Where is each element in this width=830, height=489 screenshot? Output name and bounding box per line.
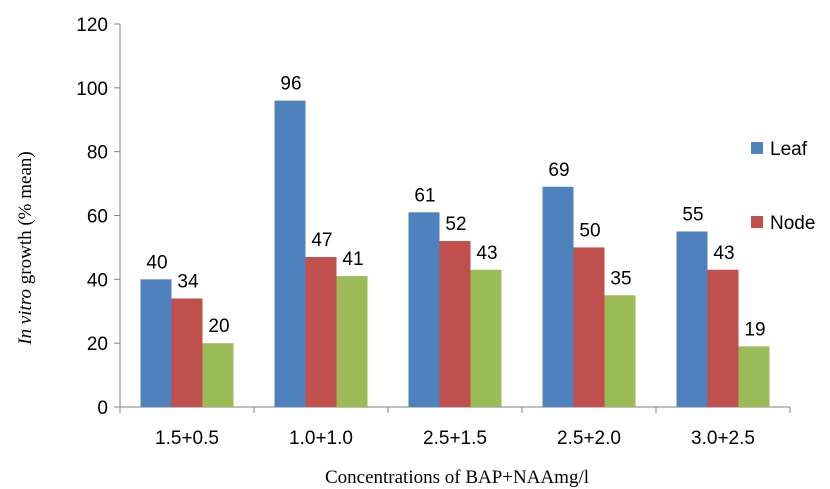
legend: Leaf Node — [751, 139, 815, 234]
bar — [408, 212, 440, 407]
bar — [676, 231, 708, 407]
data-label: 69 — [548, 160, 569, 181]
bar — [542, 186, 574, 407]
bar — [305, 256, 337, 407]
legend-swatch — [751, 216, 763, 228]
data-label: 52 — [445, 214, 466, 235]
data-label: 34 — [177, 271, 199, 292]
bar — [171, 298, 203, 407]
y-axis-title-rest: growth (% mean) — [15, 151, 36, 289]
y-tick-label: 80 — [87, 143, 108, 164]
bar — [573, 247, 605, 407]
legend-label: Node — [770, 213, 815, 234]
data-label: 55 — [682, 204, 703, 225]
y-tick-label: 100 — [76, 79, 108, 100]
bar — [604, 295, 636, 407]
y-axis-title-italic: In vitro — [15, 289, 36, 346]
bar — [738, 346, 770, 407]
x-tick-label: 2.5+1.5 — [423, 428, 487, 449]
legend-swatch — [751, 142, 763, 154]
x-tick-label: 3.0+2.5 — [691, 428, 755, 449]
data-label: 40 — [146, 252, 167, 273]
bar — [140, 279, 172, 407]
legend-item: Node — [751, 213, 815, 234]
bar — [336, 276, 368, 407]
data-label: 20 — [208, 316, 229, 337]
x-axis-title: Concentrations of BAP+NAAmg/l — [325, 467, 589, 488]
legend-label: Leaf — [770, 139, 808, 160]
bar — [470, 269, 502, 407]
data-label: 61 — [414, 185, 435, 206]
data-label: 47 — [311, 230, 332, 251]
legend-item: Leaf — [751, 139, 808, 160]
y-axis-title: In vitro growth (% mean) — [15, 151, 36, 345]
y-tick-label: 40 — [87, 270, 108, 291]
x-tick-label: 1.5+0.5 — [155, 428, 219, 449]
data-label: 50 — [579, 220, 600, 241]
bars — [140, 100, 770, 407]
x-tick-label: 1.0+1.0 — [289, 428, 353, 449]
data-label: 43 — [476, 243, 497, 264]
data-label: 19 — [744, 319, 765, 340]
data-labels: 40 34 20 96 47 41 61 52 43 69 50 35 55 43 19 — [146, 74, 765, 341]
y-tick-label: 60 — [87, 207, 108, 228]
y-tick-label: 20 — [87, 334, 108, 355]
data-label: 35 — [610, 268, 631, 289]
data-label: 41 — [342, 249, 363, 270]
bar — [707, 269, 739, 407]
bar — [202, 343, 234, 407]
bar — [274, 100, 306, 407]
data-label: 96 — [280, 74, 301, 95]
bar — [439, 241, 471, 407]
y-tick-label: 0 — [97, 398, 108, 419]
x-tick-label: 2.5+2.0 — [557, 428, 621, 449]
x-axis: 1.5+0.5 1.0+1.0 2.5+1.5 2.5+2.0 3.0+2.5 — [119, 406, 791, 449]
data-label: 43 — [713, 243, 734, 264]
y-axis: 0 20 40 60 80 100 120 — [76, 15, 121, 419]
y-tick-label: 120 — [76, 15, 108, 36]
